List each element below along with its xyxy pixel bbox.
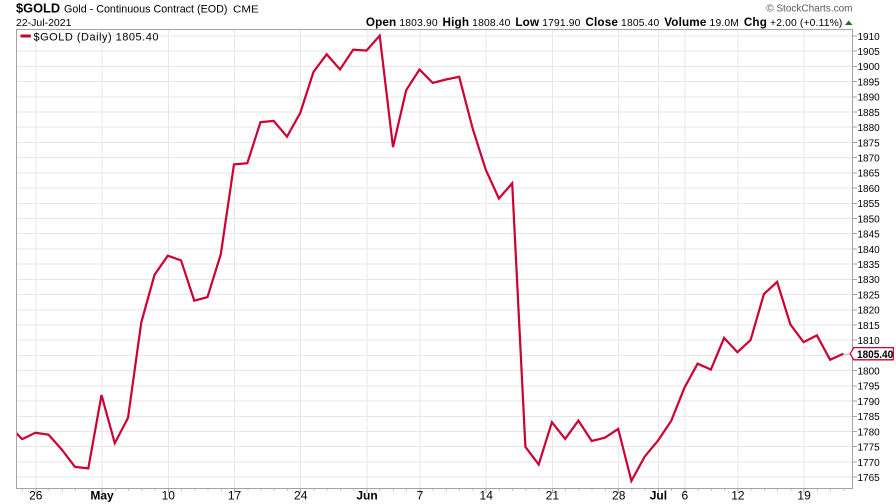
svg-text:7: 7: [417, 488, 424, 502]
svg-text:1840: 1840: [858, 245, 881, 256]
svg-text:19: 19: [797, 488, 811, 502]
svg-text:1895: 1895: [858, 77, 881, 88]
svg-text:1835: 1835: [858, 260, 881, 271]
svg-text:10: 10: [162, 488, 176, 502]
svg-text:1885: 1885: [858, 108, 881, 119]
svg-text:Open 1803.90 High 1808.40 Low: Open 1803.90 High 1808.40 Low 1791.90 Cl…: [366, 16, 843, 29]
svg-text:1825: 1825: [858, 291, 881, 302]
svg-text:Gold - Continuous Contract (EO: Gold - Continuous Contract (EOD): [64, 4, 228, 16]
svg-text:1830: 1830: [858, 275, 881, 286]
svg-text:1795: 1795: [858, 382, 881, 393]
svg-text:1810: 1810: [858, 336, 881, 347]
svg-text:$GOLD (Daily) 1805.40: $GOLD (Daily) 1805.40: [34, 31, 159, 43]
svg-text:1865: 1865: [858, 169, 881, 180]
svg-text:1805.40: 1805.40: [857, 349, 893, 361]
svg-text:$GOLD: $GOLD: [16, 1, 60, 16]
svg-text:1845: 1845: [858, 230, 881, 241]
svg-text:CME: CME: [233, 4, 259, 15]
svg-text:1820: 1820: [858, 306, 881, 317]
svg-text:21: 21: [546, 488, 560, 502]
svg-text:1870: 1870: [858, 154, 881, 165]
svg-text:1855: 1855: [858, 199, 881, 210]
svg-text:1850: 1850: [858, 214, 881, 225]
svg-text:© StockCharts.com: © StockCharts.com: [766, 3, 852, 14]
svg-text:1790: 1790: [858, 397, 881, 408]
svg-text:1905: 1905: [858, 47, 881, 58]
svg-text:1775: 1775: [858, 443, 881, 454]
svg-text:1875: 1875: [858, 138, 881, 149]
svg-text:26: 26: [29, 488, 43, 502]
svg-text:14: 14: [480, 488, 494, 502]
svg-text:28: 28: [612, 488, 626, 502]
svg-text:May: May: [90, 488, 114, 502]
svg-text:1860: 1860: [858, 184, 881, 195]
svg-text:1890: 1890: [858, 93, 881, 104]
svg-text:1800: 1800: [858, 367, 881, 378]
svg-text:24: 24: [294, 488, 308, 502]
svg-text:1910: 1910: [858, 32, 881, 43]
svg-text:17: 17: [228, 488, 242, 502]
svg-text:6: 6: [682, 488, 689, 502]
svg-text:22-Jul-2021: 22-Jul-2021: [16, 17, 72, 29]
svg-text:Jun: Jun: [356, 488, 377, 502]
svg-text:1770: 1770: [858, 458, 881, 469]
svg-text:1780: 1780: [858, 427, 881, 438]
svg-text:1785: 1785: [858, 412, 881, 423]
svg-text:1900: 1900: [858, 62, 881, 73]
svg-text:1765: 1765: [858, 473, 881, 484]
svg-text:12: 12: [731, 488, 745, 502]
svg-text:Jul: Jul: [650, 488, 667, 502]
svg-text:1815: 1815: [858, 321, 881, 332]
svg-text:1880: 1880: [858, 123, 881, 134]
